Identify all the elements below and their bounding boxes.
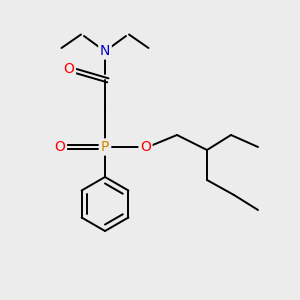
Text: O: O xyxy=(55,140,65,154)
Text: O: O xyxy=(64,62,74,76)
Text: O: O xyxy=(140,140,151,154)
Text: N: N xyxy=(100,44,110,58)
Text: P: P xyxy=(101,140,109,154)
